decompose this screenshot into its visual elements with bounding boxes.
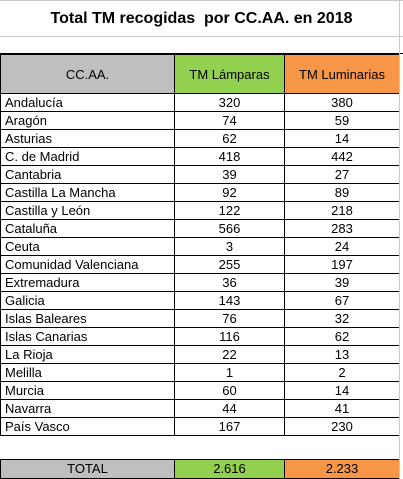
- table-row: Aragón 74 59: [0, 111, 400, 130]
- lamparas-cell: 74: [174, 111, 285, 130]
- luminarias-cell: 2: [284, 363, 400, 382]
- lamparas-cell: 116: [174, 327, 285, 346]
- total-luminarias: 2.233: [284, 459, 400, 479]
- luminarias-cell: 24: [284, 237, 400, 256]
- table-row: País Vasco 167 230: [0, 417, 400, 436]
- table-row: Andalucía 320 380: [0, 93, 400, 112]
- total-lamparas: 2.616: [174, 459, 285, 479]
- lamparas-cell: 3: [174, 237, 285, 256]
- region-cell: Andalucía: [0, 93, 175, 112]
- total-table: TOTAL 2.616 2.233: [0, 459, 400, 479]
- table-row: Cataluña 566 283: [0, 219, 400, 238]
- region-cell: C. de Madrid: [0, 147, 175, 166]
- spacer-row: [0, 442, 403, 459]
- region-cell: Extremadura: [0, 273, 175, 292]
- region-cell: Cataluña: [0, 219, 175, 238]
- region-cell: Castilla y León: [0, 201, 175, 220]
- lamparas-cell: 22: [174, 345, 285, 364]
- region-cell: Ceuta: [0, 237, 175, 256]
- region-cell: Navarra: [0, 399, 175, 418]
- table-row: Extremadura 36 39: [0, 273, 400, 292]
- luminarias-cell: 442: [284, 147, 400, 166]
- table-row: Castilla y León 122 218: [0, 201, 400, 220]
- data-table: CC.AA. TM Lámparas TM Luminarias Andaluc…: [0, 54, 400, 436]
- lamparas-cell: 44: [174, 399, 285, 418]
- region-cell: País Vasco: [0, 417, 175, 436]
- region-cell: Islas Baleares: [0, 309, 175, 328]
- region-cell: Melilla: [0, 363, 175, 382]
- table-row: Asturias 62 14: [0, 129, 400, 148]
- luminarias-cell: 218: [284, 201, 400, 220]
- luminarias-cell: 41: [284, 399, 400, 418]
- lamparas-cell: 167: [174, 417, 285, 436]
- region-cell: Islas Canarias: [0, 327, 175, 346]
- luminarias-cell: 13: [284, 345, 400, 364]
- table-body: Andalucía 320 380 Aragón 74 59 Asturias 62 14 C. …: [0, 93, 400, 436]
- lamparas-cell: 60: [174, 381, 285, 400]
- sheet-edge: [399, 0, 403, 479]
- total-label: TOTAL: [0, 459, 175, 479]
- total-row: TOTAL 2.616 2.233: [0, 459, 400, 479]
- luminarias-cell: 39: [284, 273, 400, 292]
- lamparas-cell: 255: [174, 255, 285, 274]
- luminarias-cell: 67: [284, 291, 400, 310]
- lamparas-cell: 76: [174, 309, 285, 328]
- region-cell: Comunidad Valenciana: [0, 255, 175, 274]
- lamparas-cell: 122: [174, 201, 285, 220]
- table-title: Total TM recogidas por CC.AA. en 2018: [0, 0, 403, 37]
- lamparas-cell: 143: [174, 291, 285, 310]
- table-row: Islas Baleares 76 32: [0, 309, 400, 328]
- lamparas-cell: 36: [174, 273, 285, 292]
- luminarias-cell: 380: [284, 93, 400, 112]
- table-row: Navarra 44 41: [0, 399, 400, 418]
- header-row: CC.AA. TM Lámparas TM Luminarias: [0, 54, 400, 94]
- luminarias-cell: 59: [284, 111, 400, 130]
- lamparas-cell: 566: [174, 219, 285, 238]
- luminarias-cell: 32: [284, 309, 400, 328]
- header-region: CC.AA.: [0, 54, 175, 94]
- luminarias-cell: 62: [284, 327, 400, 346]
- region-cell: Galicia: [0, 291, 175, 310]
- lamparas-cell: 1: [174, 363, 285, 382]
- lamparas-cell: 320: [174, 93, 285, 112]
- table-row: Galicia 143 67: [0, 291, 400, 310]
- header-luminarias: TM Luminarias: [284, 54, 400, 94]
- luminarias-cell: 89: [284, 183, 400, 202]
- lamparas-cell: 92: [174, 183, 285, 202]
- table-row: Castilla La Mancha 92 89: [0, 183, 400, 202]
- luminarias-cell: 14: [284, 381, 400, 400]
- region-cell: Aragón: [0, 111, 175, 130]
- header-lamparas: TM Lámparas: [174, 54, 285, 94]
- region-cell: Murcia: [0, 381, 175, 400]
- table-row: Cantabria 39 27: [0, 165, 400, 184]
- lamparas-cell: 62: [174, 129, 285, 148]
- lamparas-cell: 418: [174, 147, 285, 166]
- blank-row: [0, 37, 403, 54]
- region-cell: Cantabria: [0, 165, 175, 184]
- table-row: La Rioja 22 13: [0, 345, 400, 364]
- luminarias-cell: 14: [284, 129, 400, 148]
- region-cell: La Rioja: [0, 345, 175, 364]
- lamparas-cell: 39: [174, 165, 285, 184]
- luminarias-cell: 283: [284, 219, 400, 238]
- luminarias-cell: 230: [284, 417, 400, 436]
- table-row: Melilla 1 2: [0, 363, 400, 382]
- table-row: Murcia 60 14: [0, 381, 400, 400]
- region-cell: Asturias: [0, 129, 175, 148]
- luminarias-cell: 197: [284, 255, 400, 274]
- region-cell: Castilla La Mancha: [0, 183, 175, 202]
- table-row: Ceuta 3 24: [0, 237, 400, 256]
- table-row: Comunidad Valenciana 255 197: [0, 255, 400, 274]
- table-row: C. de Madrid 418 442: [0, 147, 400, 166]
- luminarias-cell: 27: [284, 165, 400, 184]
- table-row: Islas Canarias 116 62: [0, 327, 400, 346]
